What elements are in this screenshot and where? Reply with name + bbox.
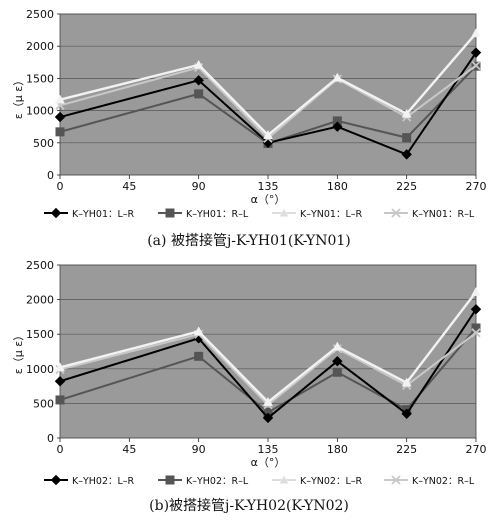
chart-a-data-point	[54, 111, 66, 123]
chart-b-legend-item: K–YH02：R–L	[158, 475, 249, 487]
chart-a-data-point	[193, 59, 204, 69]
chart-a-plot-area	[59, 13, 477, 176]
chart-a-data-point	[55, 94, 65, 104]
chart-a-data-point	[332, 121, 343, 132]
chart-b-x-tick-label: 90	[192, 443, 206, 456]
chart-b-data-point	[193, 326, 204, 336]
chart-a-legend-label: K–YN01：L–R	[300, 209, 363, 220]
chart-a-y-tick-label: 1500	[26, 72, 54, 85]
chart-a-legend-label: K–YH01：L–R	[72, 209, 135, 220]
chart-b-x-tick-label: 180	[327, 443, 348, 456]
chart-b-legend-marker	[391, 475, 401, 485]
chart-a-x-tick-label: 270	[466, 180, 487, 193]
chart-a-data-point	[402, 133, 412, 143]
chart-a-legend-item: K–YN01：R–L	[384, 208, 475, 220]
chart-b-y-axis-label: ε（μ ε）	[12, 330, 25, 374]
chart-b-series-line	[59, 291, 477, 404]
chart-b-data-point	[471, 328, 481, 338]
chart-b-legend-label: K–YN02：R–L	[412, 476, 475, 487]
chart-a-x-tick-label: 0	[57, 180, 64, 193]
chart-a-legend-item: K–YN01：L–R	[272, 207, 363, 220]
chart-a-series-line	[59, 52, 477, 156]
chart-b-x-axis-label: α（°）	[251, 456, 286, 469]
chart-b-legend-item: K–YH02：L–R	[44, 474, 135, 487]
chart-a-series-line	[59, 64, 477, 140]
chart-b-legend-label: K–YH02：R–L	[186, 476, 249, 487]
chart-a-legend-label: K–YN01：R–L	[412, 209, 475, 220]
chart-a-data-point	[332, 72, 343, 82]
chart-a: 0 500 1000 1500 2000 2500 0 45 90 135 180 225 270 α（°…	[12, 8, 487, 249]
chart-a-data-point	[401, 149, 412, 160]
chart-b-y-tick-label: 2000	[26, 294, 54, 307]
chart-b-legend-marker	[165, 475, 175, 485]
chart-a-legend-marker	[279, 207, 289, 217]
chart-b-y-tick-label: 2500	[26, 259, 54, 272]
chart-b-data-point	[55, 362, 65, 372]
chart-a-x-tick-label: 90	[192, 180, 206, 193]
chart-b-x-tick-label: 45	[122, 443, 136, 456]
chart-b-x-tick-label: 135	[258, 443, 279, 456]
chart-b-legend-item: K–YN02：R–L	[384, 475, 475, 487]
chart-b-data-point	[332, 341, 343, 351]
chart-a-series-line	[59, 65, 477, 145]
chart-b-data-point	[194, 351, 204, 361]
chart-b-data-point	[332, 355, 343, 367]
chart-a-data-point	[470, 47, 482, 58]
chart-a-data-point	[194, 89, 204, 99]
chart-a-y-tick-label: 500	[33, 137, 54, 150]
chart-b-data-point	[401, 377, 412, 387]
chart-a-y-axis-label: ε（μ ε）	[12, 75, 25, 119]
chart-a-data-point	[193, 75, 204, 86]
chart-a-data-point	[471, 60, 481, 71]
chart-a-data-point	[401, 108, 412, 118]
chart-b-data-point	[401, 408, 412, 419]
chart-a-series-line	[59, 32, 477, 137]
chart-b-data-point	[262, 412, 274, 424]
chart-a-y-tick-label: 1000	[26, 105, 54, 118]
chart-a-x-tick-label: 45	[122, 180, 136, 193]
chart-b-x-tick-label: 225	[396, 443, 417, 456]
chart-b-x-tick-label: 0	[57, 443, 64, 456]
chart-a-legend-item: K–YH01：L–R	[44, 207, 135, 220]
chart-a-data-point	[263, 130, 273, 139]
chart-b-data-point	[470, 304, 482, 315]
chart-b-legend-marker	[50, 474, 62, 486]
chart-b-y-tick-label: 500	[33, 397, 54, 410]
chart-b-legend-marker	[279, 474, 289, 484]
chart-b-data-point	[55, 395, 65, 405]
chart-a-legend-marker	[50, 207, 62, 219]
chart-a-y-tick-label: 2500	[26, 8, 54, 21]
chart-b-legend-item: K–YN02：L–R	[272, 474, 363, 487]
chart-b-data-point	[471, 286, 481, 296]
chart-b-data-point	[263, 397, 273, 406]
chart-b-caption: (b)被搭接管j-K-YH02(K-YN02)	[149, 497, 349, 514]
chart-a-x-tick-label: 135	[258, 180, 279, 193]
chart-b-legend-label: K–YN02：L–R	[300, 476, 363, 487]
chart-b-y-tick-label: 0	[47, 432, 54, 445]
chart-a-y-tick-label: 0	[47, 169, 54, 182]
chart-a-x-tick-label: 225	[396, 180, 417, 193]
chart-b-data-point	[332, 367, 342, 377]
chart-a-legend-marker	[165, 208, 175, 218]
chart-b-y-tick-label: 1500	[26, 328, 54, 341]
chart-b-x-tick-label: 270	[466, 443, 487, 456]
chart-a-caption: (a) 被搭接管j-K-YH01(K-YN01)	[147, 232, 351, 249]
chart-a-y-tick-label: 2000	[26, 40, 54, 53]
chart-a-data-point	[471, 28, 481, 38]
chart-b-series-line	[59, 308, 477, 419]
chart-a-x-tick-label: 180	[327, 180, 348, 193]
chart-b-y-tick-label: 1000	[26, 363, 54, 376]
chart-a-legend-marker	[391, 208, 401, 218]
chart-b-series-line	[59, 332, 477, 406]
chart-a-legend-item: K–YH01：R–L	[158, 208, 249, 220]
chart-a-legend-label: K–YH01：R–L	[186, 209, 249, 220]
chart-a-x-axis-label: α（°）	[251, 193, 286, 206]
chart-b-data-point	[54, 376, 66, 387]
chart-b-legend-label: K–YH02：L–R	[72, 476, 135, 487]
chart-a-data-point	[55, 127, 65, 137]
chart-b: 0 500 1000 1500 2000 2500 0 45 90 135 180 225 270 α（°…	[12, 259, 487, 514]
